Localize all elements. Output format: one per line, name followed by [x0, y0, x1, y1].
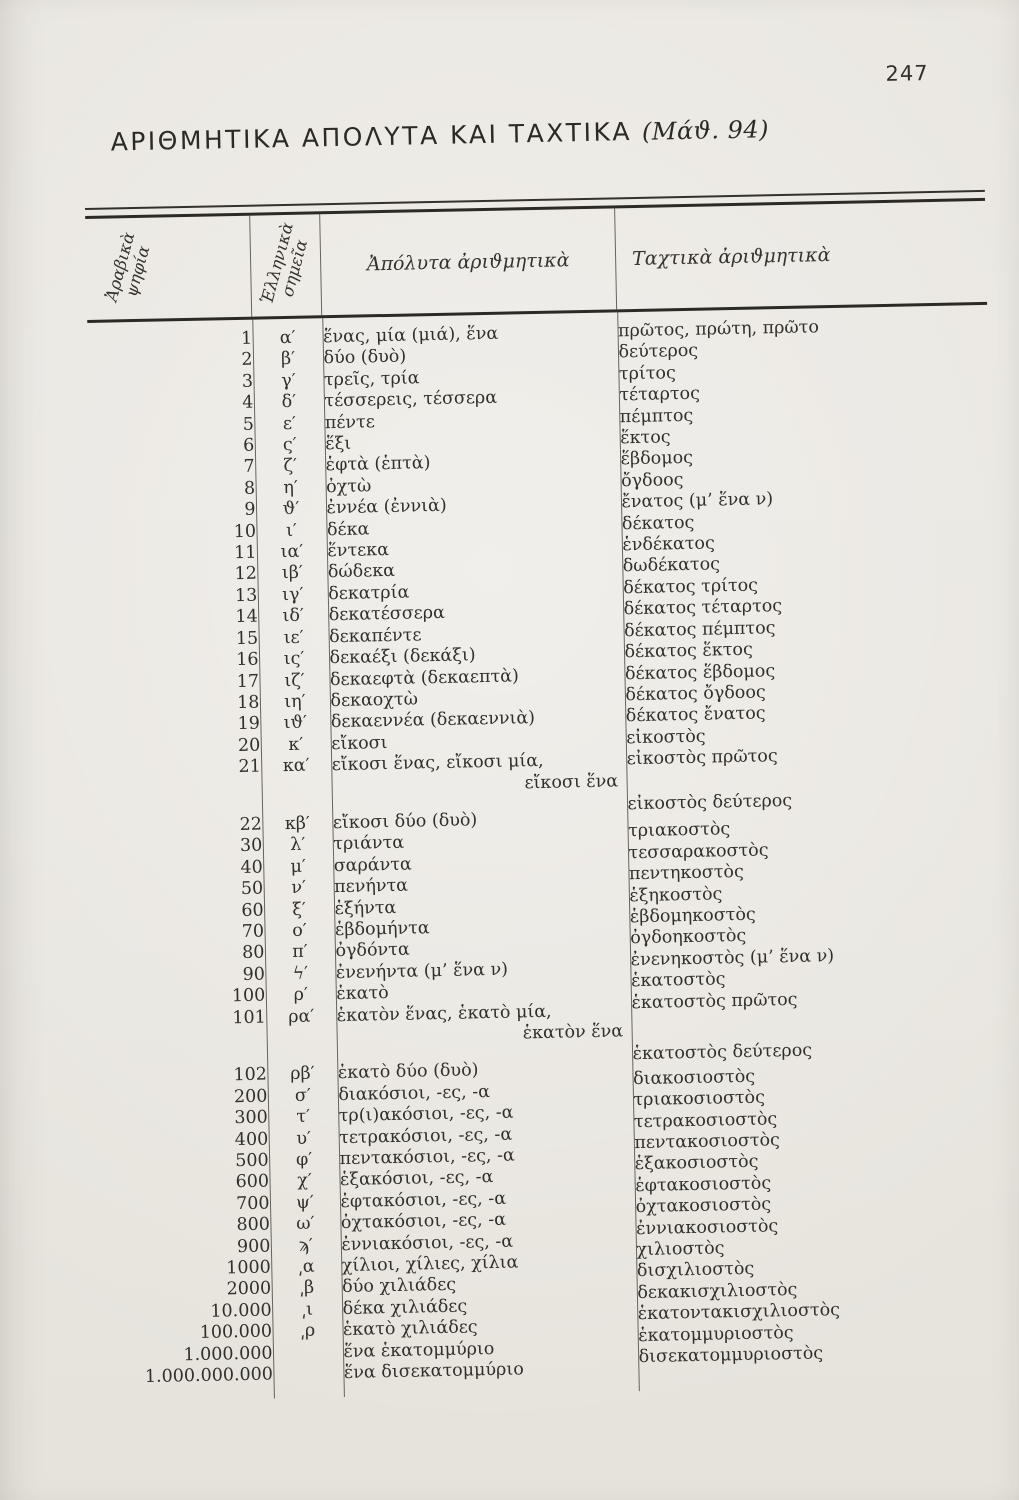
greek-numeral-sign: ιδ′: [258, 605, 329, 629]
greek-numeral-sign: ϑ′: [255, 498, 327, 522]
header-label-cardinal: Ἀπόλυτα ἀριϑμητικὰ: [366, 248, 570, 275]
greek-numeral-sign: σ′: [267, 1084, 339, 1108]
greek-numeral-sign: ρ′: [265, 984, 337, 1008]
arabic-numeral: 600: [104, 1171, 270, 1197]
greek-numeral-sign: ιβ′: [257, 562, 328, 586]
header-cell-cardinal-numerals: Ἀπόλυτα ἀριϑμητικὰ: [320, 208, 618, 316]
greek-numeral-sign: ω′: [270, 1213, 341, 1237]
greek-numeral-sign: υ′: [268, 1127, 339, 1151]
arabic-numeral: 1: [87, 319, 253, 354]
cardinal-numeral: ἕνα δισεκατομμύριο: [343, 1357, 639, 1397]
page-title: ΑΡΙΘΜΗΤΙΚΑ ΑΠΟΛΥΤΑ ΚΑΙ ΤΑΧΤΙΚΑ (Μάϑ. 94): [110, 114, 769, 156]
arabic-numeral: 100.000: [107, 1321, 273, 1347]
greek-numeral-sign: ο′: [264, 920, 335, 943]
ordinal-numeral: εἰκοστὸς πρῶτος: [626, 746, 778, 770]
greek-numeral-sign: μ′: [263, 855, 334, 879]
greek-numeral-sign: ͵α: [271, 1256, 342, 1279]
arabic-numeral: 1.000.000.000: [108, 1364, 274, 1402]
greek-numeral-sign: γ′: [253, 370, 324, 393]
header-cell-ordinal-numerals: Ταχτικὰ ἀριϑμητικὰ: [615, 201, 987, 309]
arabic-numeral: 102: [101, 1049, 268, 1090]
header-label-arabic-digits: Ἀραβικὰ ψηφία: [101, 229, 154, 303]
greek-numeral-sign: ρα′: [266, 1005, 337, 1050]
greek-numeral-sign: ͵β: [271, 1277, 342, 1301]
greek-numeral-sign: ϡ′: [270, 1234, 342, 1258]
greek-numeral-sign: ι′: [256, 519, 327, 543]
greek-numeral-sign: ζ′: [255, 455, 326, 479]
greek-numeral-sign: ξ′: [263, 898, 335, 922]
cardinal-numeral: εἴκοσι ἕνας, εἴκοσι μία, εἴκοσι ἕνα: [331, 749, 627, 799]
greek-numeral-sign: η′: [255, 477, 326, 500]
greek-numeral-sign: [273, 1363, 344, 1398]
greek-numeral-sign: τ′: [268, 1106, 339, 1130]
greek-numeral-sign: κβ′: [261, 798, 333, 836]
greek-numeral-sign: ιε′: [258, 626, 329, 650]
greek-numeral-sign: ς′: [254, 434, 326, 458]
greek-numeral-sign: ρβ′: [266, 1048, 338, 1087]
greek-numeral-sign: ιη′: [259, 691, 331, 714]
table-header-row: Ἀραβικὰ ψηφία Ἑλληνικὰ σημεῖα Ἀπόλυτα ἀρ…: [85, 201, 987, 320]
greek-numeral-sign: α′: [252, 318, 323, 351]
greek-numeral-sign: ϟ′: [265, 962, 336, 986]
arabic-numeral: 101: [101, 1007, 267, 1054]
numerals-table: Ἀραβικὰ ψηφία Ἑλληνικὰ σημεῖα Ἀπόλυτα ἀρ…: [85, 189, 1009, 1402]
cardinal-numeral: ἑκατὸν ἕνας, ἑκατὸ μία, ἑκατὸν ἕνα: [336, 999, 632, 1049]
greek-numeral-sign: κα′: [261, 755, 332, 800]
numerals-table-body: 1 α′ ἕνας, μία (μιά), ἕνα πρῶτος, πρώτη, πρ…: [87, 305, 1008, 1402]
arabic-numeral: 22: [96, 799, 263, 840]
header-cell-arabic-digits: Ἀραβικὰ ψηφία: [85, 215, 253, 320]
greek-numeral-sign: ε′: [254, 412, 325, 436]
greek-numeral-sign: ν′: [263, 877, 334, 901]
ordinal-numeral: δισεκατομμυριοστὸς: [638, 1343, 824, 1368]
title-lesson-ref: (Μάϑ. 94): [641, 115, 770, 146]
header-label-greek-signs: Ἑλληνικὰ σημεῖα: [256, 219, 311, 306]
page-number: 247: [885, 61, 929, 86]
greek-numeral-sign: ις′: [258, 648, 330, 672]
header-cell-greek-signs: Ἑλληνικὰ σημεῖα: [250, 214, 323, 317]
greek-numeral-sign: β′: [252, 348, 324, 372]
arabic-numeral: 100: [100, 985, 267, 1011]
greek-numeral-sign: ια′: [256, 541, 328, 565]
numerals-table-grid: 1 α′ ἕνας, μία (μιά), ἕνα πρῶτος, πρώτη, πρ…: [87, 305, 1008, 1402]
greek-numeral-sign: φ′: [268, 1149, 340, 1172]
arabic-numeral: 800: [105, 1214, 271, 1240]
greek-numeral-sign: [272, 1341, 344, 1365]
greek-numeral-sign: χ′: [269, 1170, 340, 1194]
greek-numeral-sign: ιγ′: [257, 584, 329, 607]
greek-numeral-sign: ͵ι: [271, 1298, 343, 1322]
header-label-ordinal: Ταχτικὰ ἀριϑμητικὰ: [631, 243, 831, 270]
arabic-numeral: 21: [96, 756, 262, 803]
greek-numeral-sign: λ′: [262, 834, 334, 858]
ordinal-numeral: ἑκατοστὸς πρῶτος: [631, 989, 798, 1013]
greek-numeral-sign: ιϑ′: [260, 712, 331, 736]
cardinal-numeral: εἴκοσι δύο (δυὸ): [331, 792, 628, 835]
greek-numeral-sign: ιζ′: [259, 669, 330, 693]
greek-numeral-sign: κ′: [260, 733, 332, 757]
cardinal-numeral: ἑκατὸ δύο (δυὸ): [336, 1042, 633, 1085]
title-main: ΑΡΙΘΜΗΤΙΚΑ ΑΠΟΛΥΤΑ ΚΑΙ ΤΑΧΤΙΚΑ: [110, 117, 633, 157]
greek-numeral-sign: ͵ρ: [272, 1320, 343, 1344]
arabic-numeral: 300: [103, 1107, 269, 1133]
greek-numeral-sign: ψ′: [269, 1191, 341, 1215]
greek-numeral-sign: δ′: [253, 391, 325, 415]
greek-numeral-sign: π′: [264, 941, 336, 965]
